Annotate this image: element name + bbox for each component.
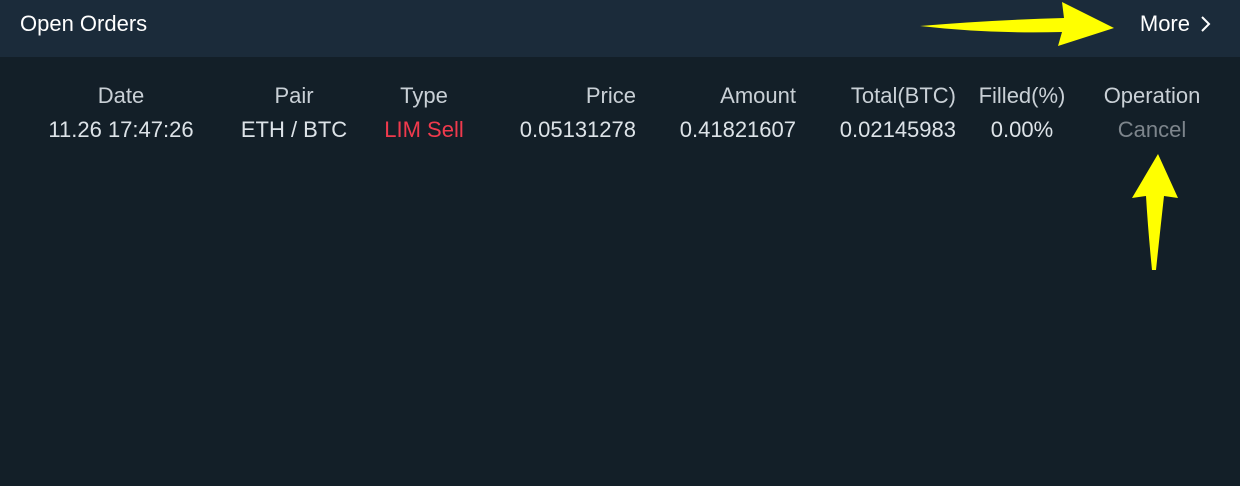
panel-title: Open Orders	[20, 11, 148, 36]
column-header-filled: Filled(%)	[978, 83, 1066, 108]
order-filled: 0.00%	[990, 117, 1054, 142]
order-type: LIM Sell	[384, 117, 464, 142]
chevron-right-icon	[1201, 16, 1211, 32]
order-total: 0.02145983	[839, 117, 956, 142]
column-header-pair: Pair	[274, 83, 314, 108]
column-header-total: Total(BTC)	[850, 83, 956, 108]
order-amount: 0.41821607	[679, 117, 796, 142]
order-pair: ETH / BTC	[240, 117, 348, 142]
column-header-price: Price	[585, 83, 636, 108]
more-link[interactable]: More	[1140, 11, 1212, 37]
column-header-date: Date	[97, 83, 145, 108]
panel-header: Open Orders More	[0, 0, 1240, 57]
column-header-operation: Operation	[1103, 83, 1201, 108]
order-price: 0.05131278	[519, 117, 636, 142]
more-label: More	[1139, 11, 1190, 36]
cancel-button[interactable]: Cancel	[1117, 117, 1187, 142]
order-date: 11.26 17:47:26	[48, 117, 194, 142]
column-header-amount: Amount	[720, 83, 796, 108]
column-header-type: Type	[400, 83, 448, 108]
